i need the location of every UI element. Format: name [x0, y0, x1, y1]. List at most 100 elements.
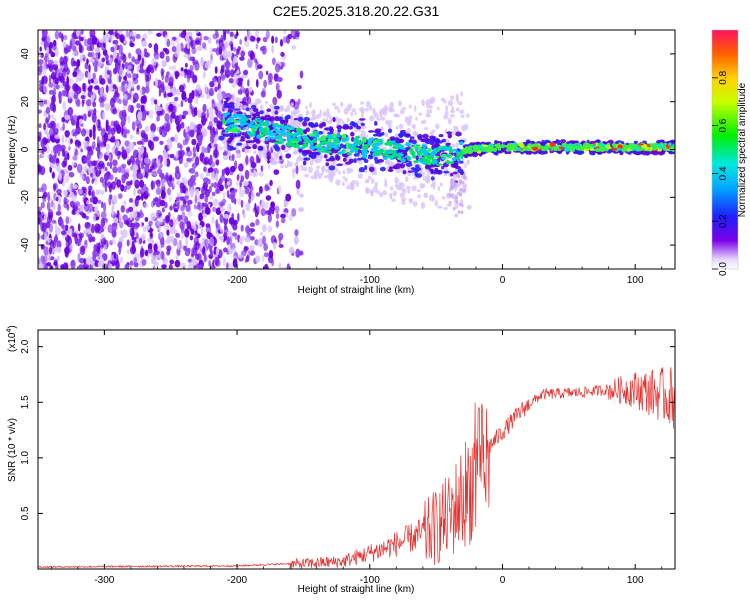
noise-point-1256	[182, 139, 187, 146]
noise-point-2182	[230, 190, 236, 200]
signal-point-4522	[476, 146, 480, 150]
noise-point-1190	[219, 74, 226, 80]
signal-point-4374	[564, 147, 570, 152]
snr-y-tick-label-1: 1.0	[20, 450, 31, 464]
halo-point-2850	[425, 100, 429, 106]
noise-point-1918	[151, 259, 156, 265]
noise-point-445	[260, 165, 264, 172]
noise-point-1260	[180, 262, 187, 269]
noise-point-1903	[119, 34, 125, 43]
band-point-3289	[318, 123, 324, 129]
colorbar-ticks: 0.00.20.40.60.8	[712, 70, 729, 276]
tail-point-4561	[463, 175, 467, 180]
halo-point-2761	[441, 196, 446, 200]
noise-point-302	[97, 199, 102, 204]
noise-point-362	[142, 226, 147, 233]
noise-point-459	[208, 106, 214, 116]
band-point-2944	[358, 167, 365, 173]
halo-point-2795	[244, 126, 249, 131]
noise-point-1811	[212, 126, 216, 133]
noise-point-788	[93, 77, 98, 86]
noise-point-1721	[181, 210, 185, 220]
noise-point-1879	[111, 230, 116, 237]
band-point-3139	[374, 156, 378, 162]
noise-point-1308	[156, 114, 160, 122]
noise-point-1164	[39, 165, 42, 173]
noise-point-1209	[41, 37, 45, 42]
signal-point-4533	[596, 148, 601, 152]
signal-point-4395	[228, 124, 236, 128]
noise-point-2171	[148, 43, 153, 48]
signal-point-4086	[382, 156, 388, 160]
noise-point-926	[90, 150, 94, 156]
noise-point-2093	[159, 172, 165, 178]
noise-point-2071	[91, 179, 94, 184]
noise-point-967	[193, 204, 197, 210]
noise-point-1133	[118, 214, 122, 224]
noise-point-2005	[144, 125, 150, 132]
noise-point-559	[125, 168, 130, 174]
noise-point-1072	[255, 255, 261, 263]
noise-point-1196	[273, 169, 280, 175]
noise-point-2019	[191, 90, 195, 100]
noise-point-2221	[202, 246, 206, 255]
noise-point-954	[81, 98, 85, 108]
signal-point-4518	[348, 144, 353, 148]
band-point-3723	[325, 162, 330, 167]
band-point-3307	[230, 104, 235, 110]
noise-point-1875	[190, 259, 196, 267]
noise-point-1817	[155, 77, 158, 88]
noise-point-125	[202, 71, 206, 79]
halo-point-2647	[300, 166, 306, 171]
noise-point-2058	[185, 43, 188, 49]
noise-point-2076	[174, 71, 180, 78]
signal-point-4449	[354, 150, 359, 154]
signal-point-4248	[392, 145, 396, 149]
noise-point-2003	[195, 253, 200, 260]
tail-point-4569	[450, 181, 454, 185]
noise-point-1331	[150, 98, 155, 106]
noise-point-45	[242, 214, 246, 219]
noise-point-1198	[99, 153, 102, 162]
noise-point-2188	[194, 61, 200, 71]
signal-point-4120	[367, 141, 373, 146]
halo-point-2662	[295, 158, 299, 165]
band-point-3694	[415, 173, 423, 178]
noise-point-1857	[153, 99, 158, 105]
signal-point-4332	[372, 140, 378, 144]
noise-point-1804	[204, 61, 211, 69]
signal-point-4538	[558, 146, 565, 150]
signal-point-4217	[290, 126, 294, 130]
noise-point-1580	[73, 184, 78, 190]
noise-point-169	[162, 257, 168, 266]
signal-point-4497	[296, 130, 303, 135]
noise-point-1671	[46, 56, 51, 62]
noise-point-2199	[116, 93, 120, 98]
noise-point-1293	[136, 84, 140, 91]
noise-point-1454	[220, 174, 226, 182]
noise-point-730	[129, 42, 135, 48]
noise-point-643	[230, 43, 234, 52]
noise-point-2191	[78, 43, 83, 54]
noise-point-597	[254, 58, 258, 64]
noise-point-4	[135, 33, 141, 40]
noise-point-1289	[149, 232, 154, 240]
noise-point-176	[222, 191, 226, 200]
signal-point-4492	[361, 148, 368, 153]
noise-point-2009	[189, 167, 196, 174]
noise-point-290	[265, 70, 269, 76]
noise-point-1278	[88, 185, 93, 191]
band-point-3463	[445, 142, 452, 146]
noise-point-1836	[129, 260, 134, 267]
noise-point-2169	[244, 236, 251, 243]
noise-point-1577	[260, 231, 263, 236]
band-point-3837	[255, 111, 261, 117]
noise-point-1377	[94, 227, 99, 234]
tail-point-4575	[449, 185, 453, 189]
noise-point-2233	[182, 110, 189, 116]
noise-point-955	[115, 30, 118, 38]
noise-point-1121	[249, 236, 255, 241]
noise-point-1569	[247, 58, 253, 69]
noise-point-1973	[233, 198, 237, 205]
noise-point-213	[239, 39, 243, 45]
